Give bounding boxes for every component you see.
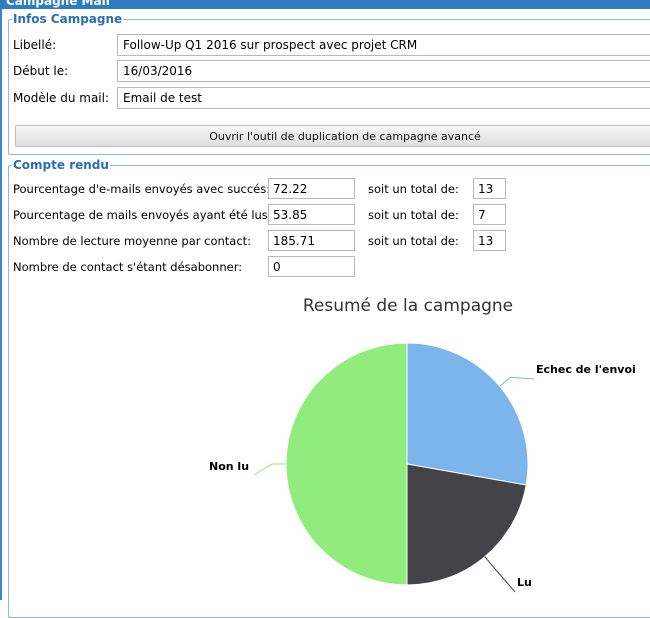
slice-label-non-lu: Non lu	[209, 460, 250, 473]
campaign-window: Infos Campagne Libellé: Follow-Up Q1 201…	[0, 9, 650, 618]
sent-success-label: Pourcentage d'e-mails envoyés avec succé…	[13, 182, 271, 196]
sent-success-total-label: soit un total de:	[368, 182, 459, 196]
read-percent-label: Pourcentage de mails envoyés ayant été l…	[13, 208, 272, 222]
slice-connector	[484, 556, 516, 593]
infos-campagne-legend: Infos Campagne	[13, 12, 123, 26]
compte-rendu-legend: Compte rendu	[13, 158, 109, 172]
read-total[interactable]: 7	[473, 204, 506, 225]
unsubscribed-value[interactable]: 0	[268, 256, 355, 277]
slice-connector	[253, 463, 286, 476]
pie-slice-lu[interactable]	[406, 463, 527, 586]
pie-slice-non-lu[interactable]	[285, 342, 408, 586]
campaign-pie-chart	[253, 342, 535, 593]
sent-success-total[interactable]: 13	[473, 178, 506, 199]
sent-success-value[interactable]: 72.22	[268, 178, 355, 199]
slice-label-lu: Lu	[517, 576, 532, 589]
read-percent-value[interactable]: 53.85	[268, 204, 355, 225]
debut-label: Début le:	[13, 64, 69, 78]
avg-reads-total[interactable]: 13	[473, 230, 506, 251]
infos-campagne-panel: Infos Campagne	[8, 12, 650, 155]
pie-slice-echec[interactable]	[406, 342, 529, 486]
pie-slices	[285, 342, 529, 586]
window-titlebar: Campagne Mail	[0, 0, 650, 9]
modele-mail-field[interactable]: Email de test	[117, 87, 650, 109]
slice-connector	[499, 376, 535, 387]
libelle-field[interactable]: Follow-Up Q1 2016 sur prospect avec proj…	[117, 34, 650, 56]
read-total-label: soit un total de:	[368, 208, 459, 222]
debut-date-field[interactable]: 16/03/2016	[117, 60, 650, 82]
avg-reads-label: Nombre de lecture moyenne par contact:	[13, 234, 252, 248]
avg-reads-value[interactable]: 185.71	[268, 230, 355, 251]
unsubscribed-label: Nombre de contact s'étant désabonner:	[13, 260, 243, 274]
duplicate-campaign-button[interactable]: Ouvrir l'outil de duplication de campagn…	[15, 125, 650, 147]
avg-reads-total-label: soit un total de:	[368, 234, 459, 248]
modele-label: Modèle du mail:	[13, 91, 110, 105]
slice-label-echec: Echec de l'envoi	[536, 363, 636, 376]
libelle-label: Libellé:	[13, 38, 57, 52]
window-title: Campagne Mail	[6, 0, 110, 8]
chart-title: Resumé de la campagne	[302, 296, 514, 316]
pie-connectors	[253, 376, 535, 593]
